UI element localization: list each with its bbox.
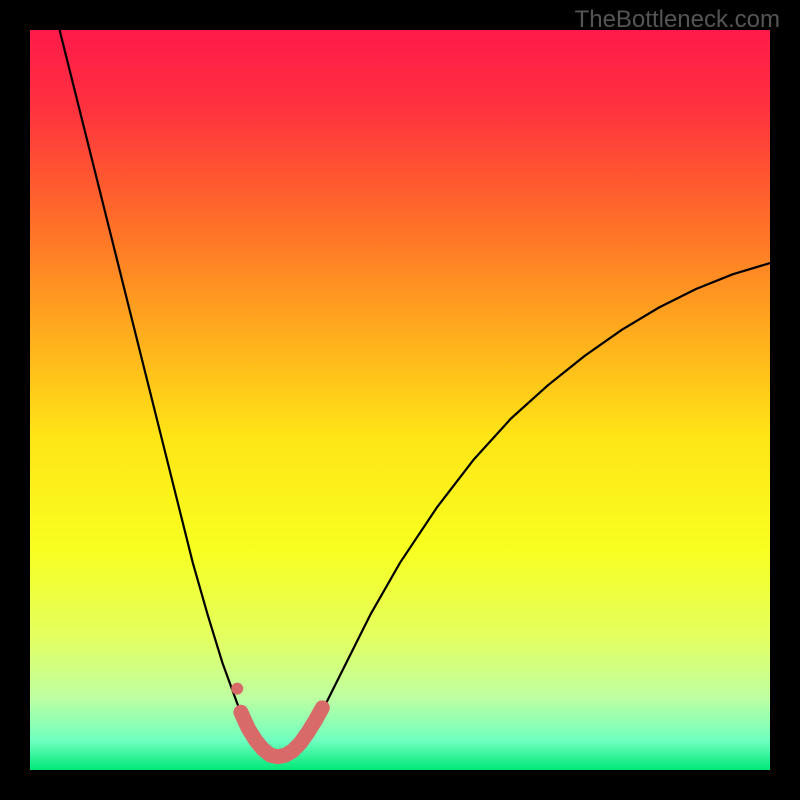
watermark-text: TheBottleneck.com (575, 6, 780, 34)
gradient-background (30, 30, 770, 770)
chart-container: TheBottleneck.com (0, 0, 800, 800)
highlight-start-dot (231, 683, 243, 695)
bottleneck-chart-svg (30, 30, 770, 770)
plot-area (30, 30, 770, 770)
